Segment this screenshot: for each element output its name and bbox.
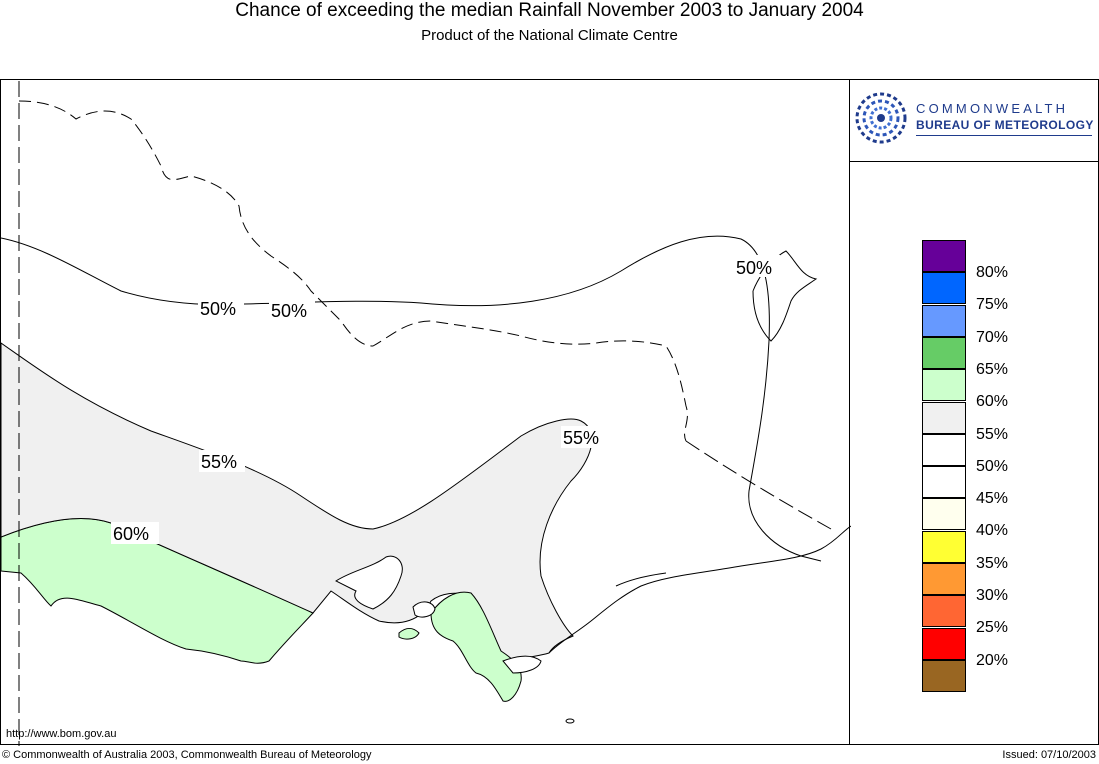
logo-rule <box>916 135 1092 136</box>
map-title: Chance of exceeding the median Rainfall … <box>235 0 864 21</box>
legend-label: 80% <box>976 264 1009 281</box>
logo-line-1: COMMONWEALTH <box>916 101 1069 116</box>
legend-label: 50% <box>976 457 1009 475</box>
legend-swatch <box>922 466 966 499</box>
legend-label: 70% <box>976 328 1009 346</box>
label-bg <box>561 426 609 448</box>
map-panel: 50% 50% 50% 55% 55% 60% <box>0 79 851 746</box>
border-east <box>685 440 832 530</box>
legend-swatch <box>922 595 966 628</box>
contour-label-50: 50% <box>736 258 772 278</box>
map-subtitle: Product of the National Climate Centre <box>421 27 678 44</box>
issued-date: Issued: 07/10/2003 <box>1002 749 1096 761</box>
legend-swatch <box>922 563 966 595</box>
legend-swatch <box>922 304 966 337</box>
bom-logo: COMMONWEALTH BUREAU OF METEOROLOGY <box>850 80 1098 162</box>
contour-label-50: 50% <box>200 299 236 319</box>
legend-label: 40% <box>976 522 1009 540</box>
zone-55 <box>1 342 593 662</box>
map-canvas: 50% 50% 50% 55% 55% 60% <box>1 81 851 746</box>
label-bg <box>198 296 244 318</box>
wilsons-prom <box>502 655 542 674</box>
legend-swatch <box>922 627 966 660</box>
label-bg <box>269 298 315 320</box>
legend-label: 60% <box>976 393 1009 411</box>
legend-swatch <box>922 240 966 272</box>
legend-swatch <box>922 336 966 369</box>
website-url[interactable]: http://www.bom.gov.au <box>6 728 117 740</box>
contour-label-55: 55% <box>201 452 237 472</box>
copyright-text: © Commonwealth of Australia 2003, Common… <box>2 749 372 761</box>
legend-swatch <box>922 530 966 563</box>
legend-label: 20% <box>976 651 1009 669</box>
phillip-island <box>398 628 420 640</box>
contour-label-60: 60% <box>113 524 149 544</box>
zone-60-peninsula <box>430 591 522 702</box>
legend-swatch <box>922 433 966 466</box>
legend-swatch <box>922 401 966 434</box>
legend-label: 55% <box>976 425 1009 443</box>
side-panel: COMMONWEALTH BUREAU OF METEOROLOGY 80% 75… <box>850 79 1099 745</box>
coast-ne <box>752 250 818 342</box>
port-phillip-bay <box>335 555 403 610</box>
label-bg <box>734 255 780 277</box>
french-island <box>412 601 436 618</box>
contour-label-55: 55% <box>563 428 599 448</box>
legend-swatch <box>922 659 966 692</box>
legend-label: 25% <box>976 619 1009 637</box>
legend-label: 45% <box>976 490 1009 508</box>
state-border-nsw <box>18 100 688 442</box>
legend-label: 35% <box>976 554 1009 572</box>
legend-swatch <box>922 369 966 402</box>
legend-swatch <box>922 272 966 305</box>
contour-50-north <box>1 235 822 562</box>
legend-label: 30% <box>976 587 1009 604</box>
legend-label: 75% <box>976 296 1009 314</box>
label-bg <box>199 450 245 472</box>
label-bg <box>111 522 159 544</box>
logo-line-2: BUREAU OF METEOROLOGY <box>916 118 1094 132</box>
legend-swatch <box>922 498 966 531</box>
legend-label: 65% <box>976 360 1009 378</box>
coastline-east <box>548 525 851 654</box>
bom-swirl-icon <box>855 92 907 144</box>
contour-label-50: 50% <box>271 301 307 321</box>
gippsland-lakes <box>615 572 667 587</box>
small-island <box>565 718 575 724</box>
